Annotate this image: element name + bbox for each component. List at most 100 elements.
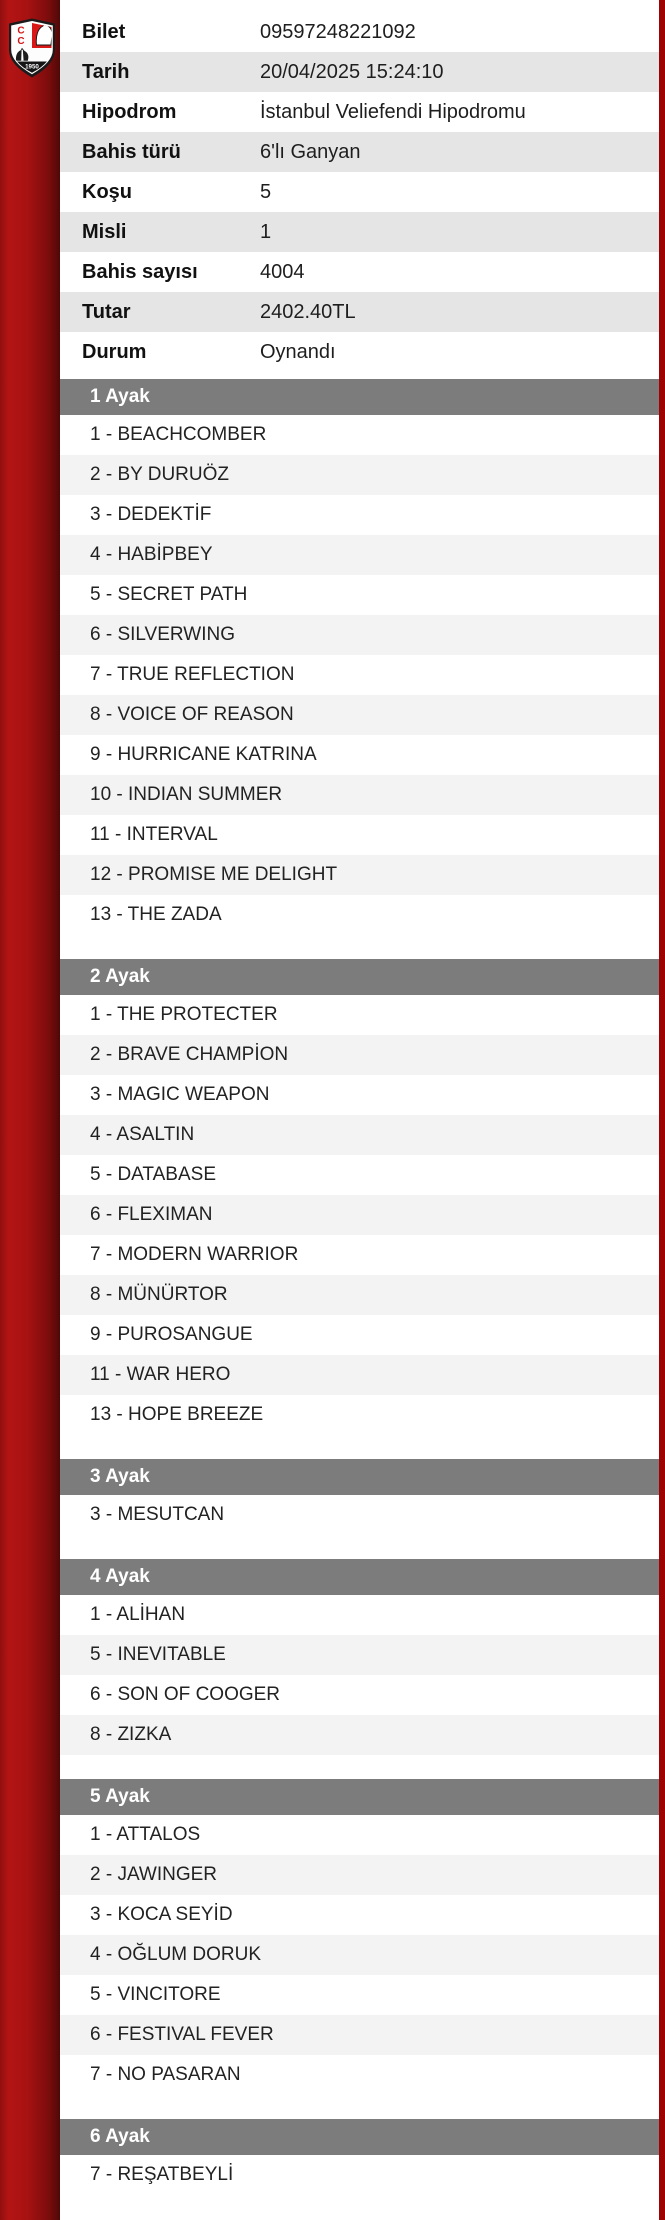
horse-row: 4 - OĞLUM DORUK [60, 1935, 659, 1975]
horse-row: 6 - FESTIVAL FEVER [60, 2015, 659, 2055]
horse-label: 6 - SON OF COOGER [90, 1684, 281, 1705]
horse-label: 3 - DEDEKTİF [90, 504, 212, 525]
horse-label: 1 - THE PROTECTER [90, 1004, 278, 1025]
horse-row: 7 - NO PASARAN [60, 2055, 659, 2095]
info-value: 6'lı Ganyan [260, 140, 361, 163]
leg-section: 2 Ayak 1 - THE PROTECTER 2 - BRAVE CHAMP… [60, 959, 659, 1435]
horse-row: 3 - MAGIC WEAPON [60, 1075, 659, 1115]
info-label: Bahis sayısı [82, 260, 198, 283]
info-label: Tutar [82, 300, 131, 323]
horse-label: 7 - REŞATBEYLİ [90, 2164, 234, 2185]
horse-label: 8 - VOICE OF REASON [90, 704, 294, 725]
horse-label: 3 - MESUTCAN [90, 1504, 225, 1525]
leg-section: 1 Ayak 1 - BEACHCOMBER 2 - BY DURUÖZ 3 -… [60, 379, 659, 935]
horse-label: 13 - THE ZADA [90, 904, 222, 925]
leg-title: 3 Ayak [90, 1466, 150, 1487]
horse-row: 6 - FLEXIMAN [60, 1195, 659, 1235]
leg-section: 4 Ayak 1 - ALİHAN 5 - INEVITABLE 6 - SON… [60, 1559, 659, 1755]
horse-label: 5 - DATABASE [90, 1164, 216, 1185]
horse-row: 13 - HOPE BREEZE [60, 1395, 659, 1435]
horse-label: 6 - FESTIVAL FEVER [90, 2024, 274, 2045]
horse-row: 8 - MÜNÜRTOR [60, 1275, 659, 1315]
right-edge-red-strip [659, 0, 665, 2220]
info-label: Bilet [82, 20, 126, 43]
info-label: Durum [82, 340, 147, 363]
info-value: 2402.40TL [260, 300, 356, 323]
leg-section-header: 3 Ayak [60, 1459, 659, 1495]
horse-label: 4 - HABİPBEY [90, 544, 213, 565]
ticket-info-row: Misli 1 [60, 212, 659, 252]
horse-row: 13 - THE ZADA [60, 895, 659, 935]
horse-row: 1 - THE PROTECTER [60, 995, 659, 1035]
info-label: Koşu [82, 180, 132, 203]
leg-body: 1 - BEACHCOMBER 2 - BY DURUÖZ 3 - DEDEKT… [60, 415, 659, 935]
horse-label: 3 - KOCA SEYİD [90, 1904, 233, 1925]
leg-title: 2 Ayak [90, 966, 150, 987]
horse-label: 7 - TRUE REFLECTION [90, 664, 295, 685]
horse-row: 9 - PUROSANGUE [60, 1315, 659, 1355]
horse-label: 11 - INTERVAL [90, 824, 218, 845]
horse-row: 3 - MESUTCAN [60, 1495, 659, 1535]
ticket-info-row: Tarih 20/04/2025 15:24:10 [60, 52, 659, 92]
crest-year-text: 1950 [25, 64, 39, 71]
horse-row: 5 - DATABASE [60, 1155, 659, 1195]
horse-row: 10 - INDIAN SUMMER [60, 775, 659, 815]
horse-row: 3 - KOCA SEYİD [60, 1895, 659, 1935]
ticket-detail-panel: Bilet 09597248221092 Tarih 20/04/2025 15… [60, 0, 659, 2220]
ticket-info-table: Bilet 09597248221092 Tarih 20/04/2025 15… [60, 12, 659, 372]
leg-section-header: 1 Ayak [60, 379, 659, 415]
info-value: İstanbul Veliefendi Hipodromu [260, 100, 526, 123]
leg-body: 7 - REŞATBEYLİ [60, 2155, 659, 2195]
info-value: 1 [260, 220, 272, 243]
horse-label: 7 - NO PASARAN [90, 2064, 241, 2085]
horse-row: 5 - VINCITORE [60, 1975, 659, 2015]
leg-body: 1 - ATTALOS 2 - JAWINGER 3 - KOCA SEYİD … [60, 1815, 659, 2095]
horse-label: 2 - BRAVE CHAMPİON [90, 1044, 289, 1065]
horse-row: 7 - REŞATBEYLİ [60, 2155, 659, 2195]
ticket-info-row: Tutar 2402.40TL [60, 292, 659, 332]
horse-row: 11 - WAR HERO [60, 1355, 659, 1395]
leg-section-header: 6 Ayak [60, 2119, 659, 2155]
horseshoe-icon: C [17, 26, 24, 37]
horse-row: 1 - BEACHCOMBER [60, 415, 659, 455]
info-label: Hipodrom [82, 100, 177, 123]
horse-row: 7 - TRUE REFLECTION [60, 655, 659, 695]
horse-label: 8 - MÜNÜRTOR [90, 1284, 228, 1305]
horse-row: 1 - ATTALOS [60, 1815, 659, 1855]
horse-label: 5 - SECRET PATH [90, 584, 248, 605]
leg-body: 1 - ALİHAN 5 - INEVITABLE 6 - SON OF COO… [60, 1595, 659, 1755]
horse-label: 2 - JAWINGER [90, 1864, 218, 1885]
leg-title: 5 Ayak [90, 1786, 150, 1807]
leg-section: 3 Ayak 3 - MESUTCAN [60, 1459, 659, 1535]
horse-row: 6 - SILVERWING [60, 615, 659, 655]
horse-row: 4 - HABİPBEY [60, 535, 659, 575]
horse-label: 8 - ZIZKA [90, 1724, 172, 1745]
horse-label: 6 - FLEXIMAN [90, 1204, 213, 1225]
horseshoe-icon: C [17, 36, 24, 47]
horse-label: 6 - SILVERWING [90, 624, 235, 645]
horse-label: 5 - VINCITORE [90, 1984, 221, 2005]
ticket-info-row: Bilet 09597248221092 [60, 12, 659, 52]
info-label: Misli [82, 220, 127, 243]
crest-quadrant-top-left [12, 23, 32, 48]
horse-row: 11 - INTERVAL [60, 815, 659, 855]
horse-row: 2 - BRAVE CHAMPİON [60, 1035, 659, 1075]
crest-quadrant-bottom-right [32, 48, 52, 62]
legs-container: 1 Ayak 1 - BEACHCOMBER 2 - BY DURUÖZ 3 -… [60, 379, 659, 2195]
tjk-club-crest-logo: C C 1950 [9, 18, 55, 78]
info-value: 09597248221092 [260, 20, 416, 43]
horse-row: 12 - PROMISE ME DELIGHT [60, 855, 659, 895]
leg-section: 6 Ayak 7 - REŞATBEYLİ [60, 2119, 659, 2195]
horse-row: 2 - BY DURUÖZ [60, 455, 659, 495]
horse-label: 10 - INDIAN SUMMER [90, 784, 283, 805]
leg-section: 5 Ayak 1 - ATTALOS 2 - JAWINGER 3 - KOCA… [60, 1779, 659, 2095]
horse-row: 7 - MODERN WARRIOR [60, 1235, 659, 1275]
horse-row: 6 - SON OF COOGER [60, 1675, 659, 1715]
horse-label: 1 - BEACHCOMBER [90, 424, 267, 445]
sidebar-red-bar [0, 0, 60, 2220]
leg-title: 6 Ayak [90, 2126, 150, 2147]
horse-label: 1 - ALİHAN [90, 1604, 186, 1625]
horse-row: 9 - HURRICANE KATRINA [60, 735, 659, 775]
leg-title: 4 Ayak [90, 1566, 150, 1587]
horse-label: 9 - HURRICANE KATRINA [90, 744, 317, 765]
